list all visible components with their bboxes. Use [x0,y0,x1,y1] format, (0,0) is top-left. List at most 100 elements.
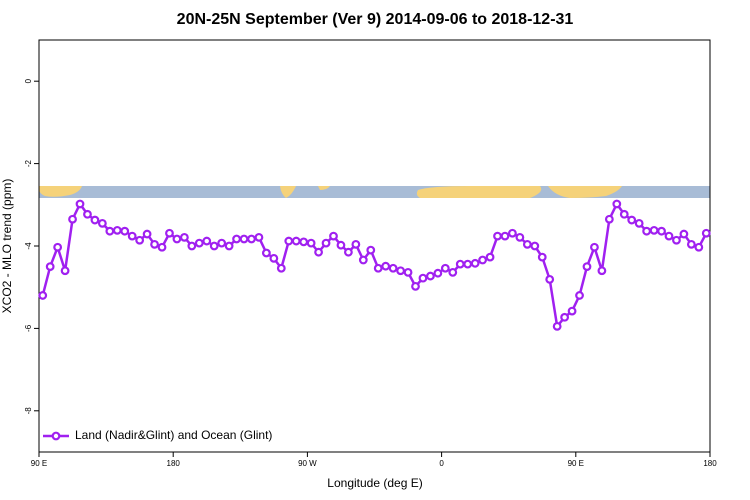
point [396,266,405,276]
point [381,261,391,271]
legend-marker [51,431,61,441]
point [418,273,428,283]
point [537,252,547,262]
y-tick-label: -4 [24,242,33,250]
point [202,236,212,246]
point [470,258,480,268]
point [112,225,122,235]
point [105,226,115,236]
point [485,252,495,262]
point [150,239,159,249]
point [634,218,644,228]
point [344,247,353,257]
point [508,228,517,238]
point [612,199,622,209]
point [83,209,92,219]
map-strip [39,186,710,198]
point [127,231,137,241]
point [411,281,420,291]
point [522,239,532,249]
point [597,266,607,276]
point [664,231,674,241]
point [440,263,450,273]
point [53,242,63,252]
point [627,215,637,225]
y-tick-label: -2 [24,159,33,167]
point [433,268,443,278]
point [552,321,562,331]
point [45,262,55,272]
point [657,226,666,236]
x-tick-label: 90 W [298,459,317,468]
point [403,267,413,277]
point [694,242,704,252]
point [321,238,331,248]
point [582,262,592,272]
point [530,241,540,251]
point [560,312,570,322]
point [254,232,264,242]
point [314,247,323,257]
point [291,236,301,246]
x-tick-label: 180 [703,459,717,468]
point [463,259,473,269]
point [187,241,197,251]
point [194,238,204,248]
point [455,259,465,269]
point [478,255,488,265]
point [701,228,711,238]
point [135,235,145,245]
point [515,232,525,242]
point [120,226,130,236]
x-axis-label: Longitude (deg E) [327,476,422,490]
point [604,214,614,224]
point [686,239,696,249]
point [336,240,346,250]
point [284,236,294,246]
point [299,237,309,247]
point [493,231,502,241]
point [269,253,279,263]
point [68,214,77,224]
point [276,263,286,273]
point [97,218,107,228]
point [679,229,689,239]
point [90,215,100,225]
point [224,241,234,251]
point [351,239,361,249]
point [75,199,85,209]
point [567,306,577,316]
y-axis-label: XCO2 - MLO trend (ppm) [0,179,14,314]
x-tick-label: 0 [439,459,444,468]
point [642,226,652,236]
point [239,234,249,244]
chart-title: 20N-25N September (Ver 9) 2014-09-06 to … [177,11,574,28]
point [448,267,458,277]
point [590,242,599,252]
point [157,242,167,252]
point [500,231,510,241]
point [649,225,659,235]
point [261,248,271,258]
x-tick-label: 90 E [31,459,47,468]
y-tick-label: -6 [24,324,33,332]
point [329,231,338,241]
point [545,274,555,284]
point [179,232,189,242]
point [619,209,629,219]
point [306,238,316,248]
point [373,263,383,273]
point [247,234,256,244]
point [209,241,219,251]
legend-label: Land (Nadir&Glint) and Ocean (Glint) [75,428,272,442]
y-tick-label: -8 [24,407,33,415]
point [232,234,241,244]
point [172,234,182,244]
point [217,238,227,248]
point [366,245,376,255]
point [165,228,174,238]
point [142,229,152,239]
point [426,271,435,281]
point [575,291,584,300]
